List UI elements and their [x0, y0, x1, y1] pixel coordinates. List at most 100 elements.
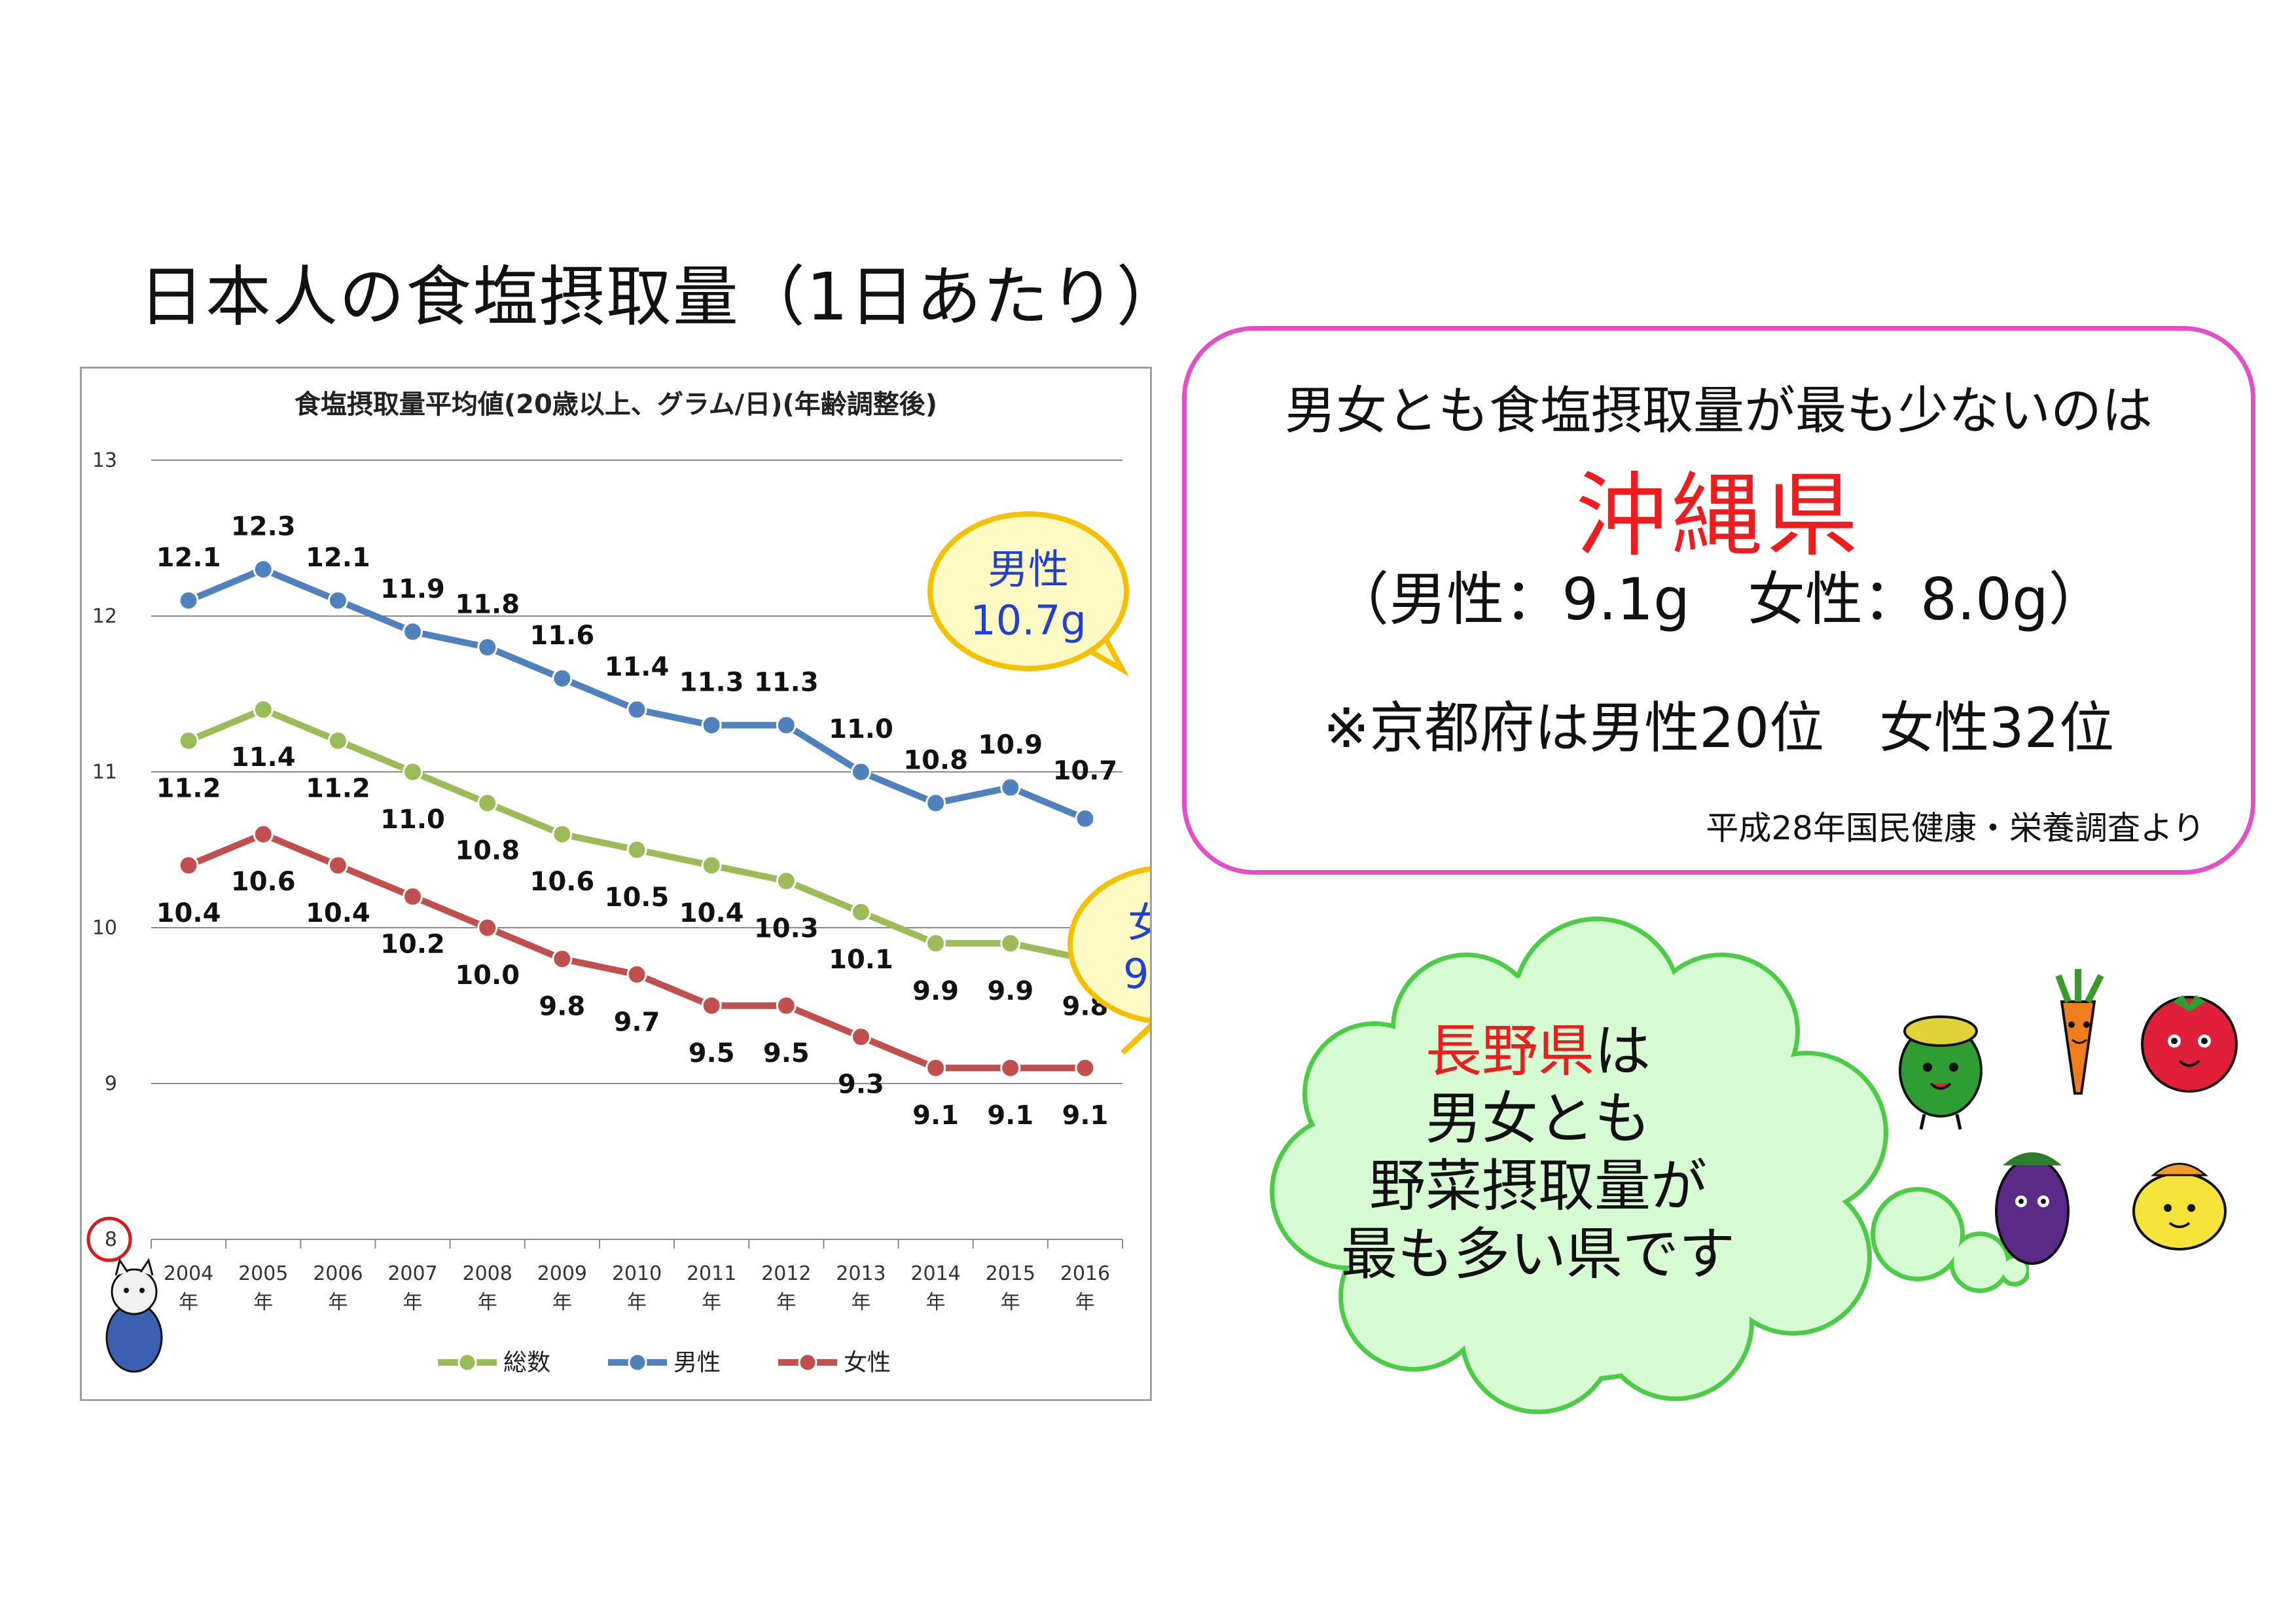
data-label-総数: 11.0 — [380, 805, 445, 835]
x-tick-label-suffix: 年 — [776, 1291, 796, 1314]
data-point-総数 — [1000, 933, 1021, 954]
x-tick-label-year: 2014 — [910, 1262, 960, 1285]
data-label-総数: 10.4 — [679, 898, 744, 928]
data-point-男性 — [253, 559, 274, 580]
data-label-女性: 10.4 — [156, 898, 221, 928]
x-tick-label-year: 2013 — [836, 1262, 886, 1285]
y-tick-label: 12 — [92, 605, 117, 628]
x-tick-label-year: 2015 — [986, 1262, 1035, 1285]
y-tick-label: 13 — [92, 449, 117, 472]
data-label-男性: 12.1 — [306, 543, 370, 573]
x-tick-label-suffix: 年 — [478, 1291, 497, 1314]
data-point-総数 — [477, 793, 498, 814]
data-label-女性: 9.1 — [1062, 1101, 1108, 1131]
data-label-総数: 10.1 — [829, 945, 893, 975]
x-tick-label-year: 2005 — [238, 1262, 288, 1285]
data-label-総数: 10.8 — [455, 836, 520, 866]
legend-swatch-marker — [628, 1353, 647, 1372]
x-tick-label-suffix: 年 — [552, 1291, 572, 1314]
data-label-女性: 9.7 — [614, 1007, 660, 1037]
line-chart: 食塩摂取量平均値(20歳以上、グラム/日)(年齢調整後) 8 9 10 11 12 13 20… — [86, 390, 1150, 1376]
data-point-女性 — [178, 855, 199, 876]
data-label-総数: 11.2 — [306, 773, 370, 803]
data-label-総数: 11.4 — [231, 742, 296, 773]
x-tick-label-year: 2008 — [463, 1262, 512, 1285]
data-label-男性: 11.9 — [380, 574, 445, 604]
tomato-mascot-icon — [2141, 995, 2238, 1093]
data-label-男性: 10.9 — [978, 730, 1043, 760]
data-point-総数 — [403, 761, 423, 782]
chart-title: 食塩摂取量平均値(20歳以上、グラム/日)(年齢調整後) — [295, 390, 937, 420]
data-point-総数 — [925, 933, 946, 954]
data-label-総数: 10.6 — [529, 867, 594, 897]
callout-bubble — [927, 511, 1129, 671]
data-label-男性: 12.1 — [156, 543, 221, 573]
data-point-女性 — [477, 917, 498, 938]
data-point-女性 — [850, 1027, 871, 1048]
page-title: 日本人の食塩摂取量（1日あたり） — [139, 259, 1183, 335]
cloud-line2: 男女とも — [1426, 1086, 1651, 1152]
data-label-総数: 11.2 — [156, 773, 221, 803]
x-tick-label-year: 2011 — [687, 1262, 736, 1285]
data-point-女性 — [1000, 1057, 1021, 1078]
legend-label: 男性 — [673, 1349, 721, 1376]
y-tick-label: 10 — [92, 917, 117, 939]
data-point-女性 — [552, 949, 573, 970]
data-point-男性 — [1075, 808, 1096, 829]
data-label-男性: 11.3 — [754, 668, 819, 698]
data-point-女性 — [253, 824, 274, 845]
x-tick-label-suffix: 年 — [253, 1291, 273, 1314]
info-headline: 男女とも食塩摂取量が最も少ないのは — [1284, 382, 2153, 441]
info-prefecture: 沖縄県 — [1575, 463, 1862, 570]
x-tick-label-year: 2006 — [313, 1262, 363, 1285]
x-tick-label-year: 2010 — [612, 1262, 662, 1285]
y-tick-label: 11 — [92, 761, 117, 784]
data-label-女性: 10.2 — [380, 929, 445, 959]
callout-value: 9.1g — [1123, 950, 1150, 998]
eggplant-mascot-icon — [1995, 1152, 2070, 1265]
cloud-line1: 長野県は — [1263, 1018, 1813, 1085]
data-label-女性: 10.4 — [306, 898, 370, 928]
x-tick-label-suffix: 年 — [926, 1291, 946, 1314]
x-tick-label-suffix: 年 — [403, 1291, 423, 1314]
x-tick-label-suffix: 年 — [1001, 1291, 1020, 1314]
lemon-mascot-icon — [2132, 1163, 2227, 1250]
data-label-女性: 9.1 — [912, 1101, 959, 1131]
data-point-女性 — [327, 855, 348, 876]
data-label-総数: 9.9 — [912, 976, 959, 1006]
y-axis-highlight-circle — [86, 1216, 132, 1262]
x-tick-label-year: 2009 — [537, 1262, 587, 1285]
x-tick-label-suffix: 年 — [702, 1291, 721, 1314]
callout-label: 女性 — [1128, 899, 1150, 947]
cloud-suffix: は — [1594, 1019, 1651, 1084]
data-point-総数 — [327, 730, 348, 751]
y-tick-label: 9 — [105, 1072, 117, 1095]
data-point-男性 — [477, 637, 498, 658]
x-tick-label-year: 2007 — [387, 1262, 437, 1285]
data-label-男性: 11.6 — [529, 621, 594, 651]
data-point-女性 — [626, 964, 647, 985]
data-label-男性: 11.4 — [605, 652, 670, 682]
data-label-女性: 10.6 — [231, 867, 296, 897]
carrot-mascot-icon — [2055, 969, 2104, 1095]
x-tick-label-suffix: 年 — [627, 1291, 647, 1314]
callout-label: 男性 — [988, 545, 1069, 593]
x-tick-label-suffix: 年 — [1075, 1291, 1095, 1314]
data-label-女性: 10.0 — [455, 960, 520, 991]
data-point-総数 — [552, 824, 573, 845]
x-tick-label-suffix: 年 — [328, 1291, 348, 1314]
info-source: 平成28年国民健康・栄養調査より — [1706, 809, 2205, 847]
y-tick-label: 8 — [105, 1228, 117, 1251]
info-amounts: （男性：9.1g 女性：8.0g） — [1331, 566, 2106, 633]
data-point-総数 — [701, 855, 722, 876]
data-point-総数 — [253, 699, 274, 720]
thought-cloud — [1270, 917, 2029, 1414]
x-tick-label-year: 2012 — [761, 1262, 811, 1285]
x-tick-label-suffix: 年 — [851, 1291, 870, 1314]
legend-label: 総数 — [503, 1349, 550, 1376]
data-point-男性 — [403, 621, 423, 642]
data-point-総数 — [626, 839, 647, 860]
callout-value: 10.7g — [970, 596, 1086, 644]
data-point-男性 — [776, 715, 797, 736]
cat-mascot-icon — [105, 1258, 163, 1373]
